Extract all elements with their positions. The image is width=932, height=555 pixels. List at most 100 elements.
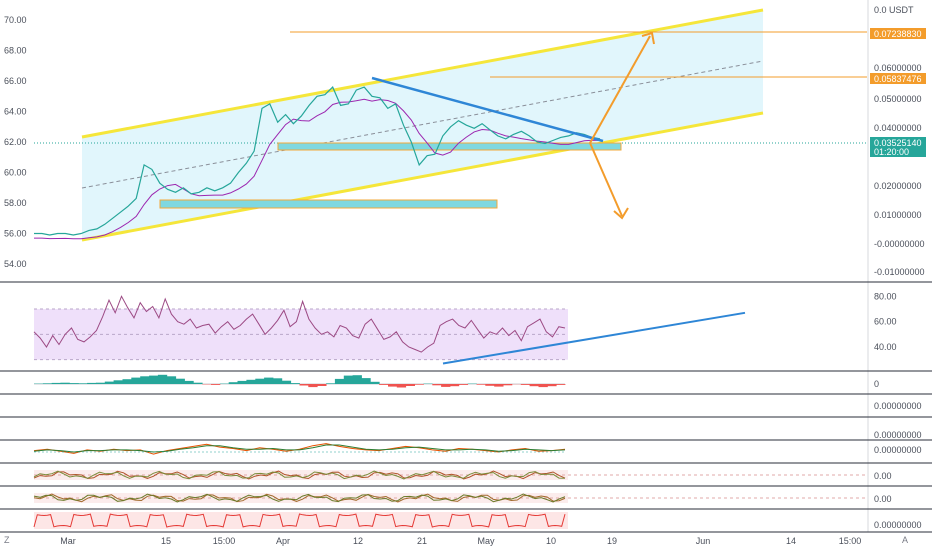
time-axis-tick-label: Apr xyxy=(276,536,290,546)
macd-histogram-bar xyxy=(167,376,176,384)
time-axis-tick-label: 15:00 xyxy=(839,536,862,546)
time-axis-tick-label: May xyxy=(477,536,495,546)
support-zone-lower[interactable] xyxy=(160,200,497,208)
macd-histogram-bar xyxy=(78,383,87,384)
stochastic-axis-label: 0.00000000 xyxy=(874,430,922,440)
right-axis-tick-label: 0.06000000 xyxy=(874,63,922,73)
macd-histogram-bar xyxy=(87,383,96,384)
macd-histogram-bar xyxy=(450,384,459,386)
rsi-pane[interactable]: 80.00 60.00 40.00 xyxy=(34,291,897,363)
macd-histogram-bar xyxy=(477,384,486,385)
macd-histogram-bar xyxy=(61,383,70,384)
macd-histogram-bar xyxy=(308,384,317,387)
right-axis-tick-label: 0.04000000 xyxy=(874,123,922,133)
macd-histogram-bar xyxy=(556,384,565,385)
stochastic-pane[interactable]: 0.00000000 0.00000000 xyxy=(34,430,922,455)
main-axis-tick-label: 70.00 xyxy=(4,15,27,25)
main-axis-tick-label: 62.00 xyxy=(4,137,27,147)
stochastic-series xyxy=(34,444,565,455)
time-axis-tick-label: 15 xyxy=(161,536,171,546)
macd-histogram-bar xyxy=(397,384,406,388)
macd-histogram-bar xyxy=(441,384,450,387)
time-axis-tick-label: Mar xyxy=(60,536,76,546)
time-axis-tick-label: 12 xyxy=(353,536,363,546)
macd-histogram-bar xyxy=(485,384,494,386)
macd-histogram-bar xyxy=(415,384,424,385)
macd-histogram-bar xyxy=(264,378,273,384)
right-axis-tick-label: 0.05000000 xyxy=(874,94,922,104)
macd-histogram-bar xyxy=(388,384,397,387)
macd-histogram-bar xyxy=(530,384,539,386)
macd-histogram-bar xyxy=(105,382,114,384)
macd-histogram-bar xyxy=(335,379,344,384)
macd-histogram-bar xyxy=(52,383,61,384)
main-axis-tick-label: 68.00 xyxy=(4,46,27,56)
macd-histogram-bar xyxy=(246,380,255,384)
macd-histogram-bar xyxy=(96,383,105,384)
blank-pane-axis-label: 0.00000000 xyxy=(874,401,922,411)
macd-histogram-bar xyxy=(43,383,52,384)
time-axis-tick-label: 14 xyxy=(786,536,796,546)
time-axis-tick-label: 21 xyxy=(417,536,427,546)
stochastic-axis-label: 0.00000000 xyxy=(874,445,922,455)
main-axis-tick-label: 66.00 xyxy=(4,76,27,86)
macd-histogram-bar xyxy=(379,384,388,385)
macd-histogram-bar xyxy=(229,382,238,384)
right-axis-tick-label: 0.0 USDT xyxy=(874,5,914,15)
oscillator-pane-2[interactable]: 0.00 xyxy=(34,493,892,504)
macd-histogram-bar xyxy=(494,384,503,387)
macd-histogram-bar xyxy=(211,384,220,385)
macd-histogram-bar xyxy=(503,384,512,385)
right-axis-tick-label: 01:20:00 xyxy=(874,147,909,157)
wave-axis-label: 0.00000000 xyxy=(874,520,922,530)
macd-histogram-bar xyxy=(176,379,185,384)
time-axis-tick-label: 15:00 xyxy=(213,536,236,546)
macd-histogram-bar xyxy=(140,376,149,384)
rsi-axis-label: 80.00 xyxy=(874,291,897,301)
macd-histogram-bar xyxy=(184,381,193,384)
main-price-axis[interactable]: 70.0068.0066.0064.0062.0060.0058.0056.00… xyxy=(4,15,27,269)
macd-histogram-bar xyxy=(123,379,132,384)
main-axis-tick-label: 56.00 xyxy=(4,229,27,239)
right-axis-tick-label: 0.07238830 xyxy=(874,29,922,39)
rsi-axis-label: 40.00 xyxy=(874,342,897,352)
wave-indicator-pane[interactable]: 0.00000000 xyxy=(34,512,922,530)
macd-histogram-bar xyxy=(539,384,548,387)
macd-histogram-bar xyxy=(158,375,167,384)
main-axis-tick-label: 58.00 xyxy=(4,198,27,208)
right-axis-tick-label: 0.01000000 xyxy=(874,210,922,220)
macd-histogram-bar xyxy=(255,379,264,384)
macd-histogram-bar xyxy=(131,378,140,384)
right-axis-tick-label: 0.02000000 xyxy=(874,181,922,191)
time-axis[interactable]: Mar 15 15:00 Apr 12 21 May 10 19 Jun 14 15:00 xyxy=(60,536,861,546)
time-axis-tick-label: 10 xyxy=(546,536,556,546)
blank-indicator-pane[interactable]: 0.00000000 xyxy=(874,401,922,411)
macd-histogram-bar xyxy=(406,384,415,386)
macd-pane[interactable]: 0 xyxy=(34,375,879,389)
macd-axis-label: 0 xyxy=(874,379,879,389)
macd-histogram-bar xyxy=(361,378,370,384)
macd-histogram-bar xyxy=(370,382,379,384)
time-axis-tick-label: 19 xyxy=(607,536,617,546)
right-axis-tick-label: 0.05837476 xyxy=(874,74,922,84)
main-price-pane[interactable]: 70.0068.0066.0064.0062.0060.0058.0056.00… xyxy=(4,10,867,269)
macd-histogram-bar xyxy=(353,375,362,384)
rsi-axis-label: 60.00 xyxy=(874,317,897,327)
oscillator-pane-1[interactable]: 0.00 xyxy=(34,470,892,481)
auto-scale-button[interactable]: A xyxy=(902,535,908,545)
macd-histogram-bar xyxy=(300,384,309,386)
macd-histogram-bar xyxy=(282,381,291,384)
right-axis-tick-label: -0.00000000 xyxy=(874,239,925,249)
macd-histogram-bar xyxy=(114,380,123,384)
oscillator-axis-label: 0.00 xyxy=(874,494,892,504)
macd-histogram-bar xyxy=(149,376,158,384)
macd-histogram-bar xyxy=(273,378,282,384)
main-axis-tick-label: 64.00 xyxy=(4,107,27,117)
time-axis-tick-label: Jun xyxy=(696,536,711,546)
macd-histogram-bar xyxy=(238,381,247,384)
macd-histogram-bar xyxy=(521,384,530,385)
main-axis-tick-label: 54.00 xyxy=(4,259,27,269)
macd-histogram-bar xyxy=(432,384,441,385)
macd-histogram-bar xyxy=(69,383,78,384)
